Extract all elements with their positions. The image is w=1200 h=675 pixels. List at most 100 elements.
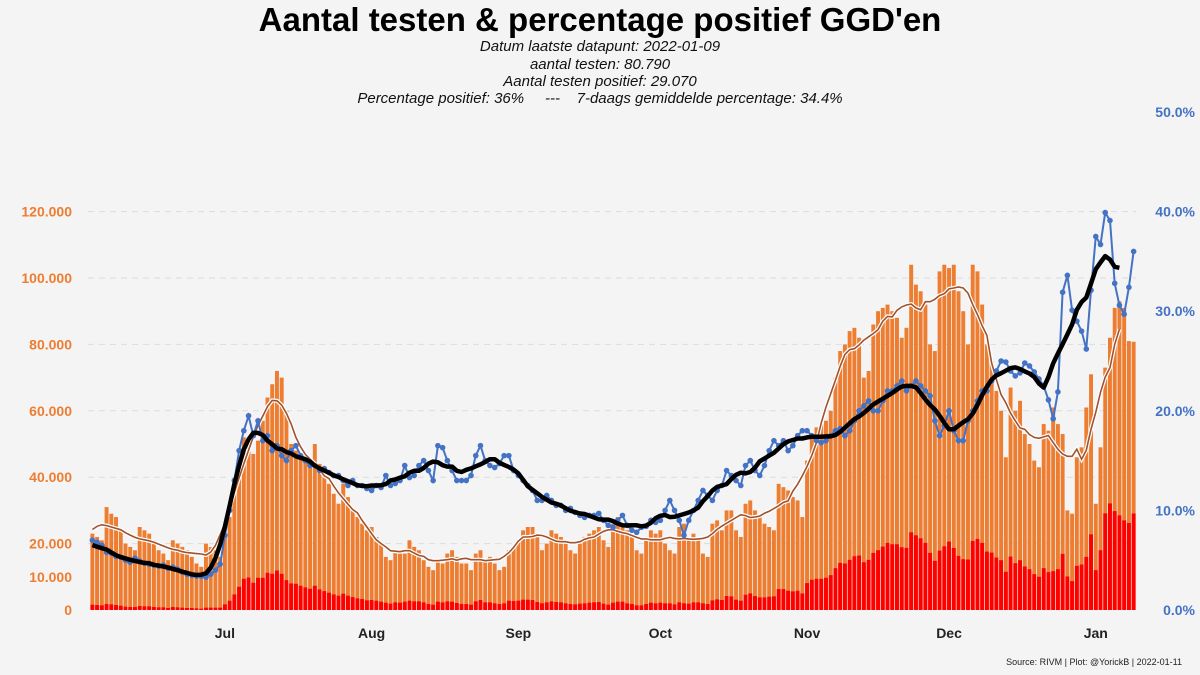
bar-positive: [322, 591, 327, 610]
bar-positive: [530, 600, 535, 610]
pct-positive-point: [771, 437, 777, 444]
bar-tests: [393, 550, 398, 610]
bar-tests: [573, 553, 578, 610]
bar-positive: [842, 563, 847, 610]
left-axis-tick-label: 20.000: [29, 536, 72, 552]
bar-tests: [398, 553, 402, 610]
bar-positive: [1112, 511, 1117, 610]
bar-positive: [317, 589, 322, 610]
bar-positive: [700, 603, 705, 610]
bar-tests: [360, 523, 365, 610]
pct-positive-point: [790, 442, 796, 449]
pct-positive-point: [506, 452, 512, 459]
bar-positive: [677, 602, 682, 610]
bar-positive: [961, 559, 966, 610]
bar-positive: [947, 541, 952, 610]
bar-tests: [544, 543, 549, 610]
lines: [89, 209, 1137, 580]
bar-positive: [469, 604, 473, 610]
pct-positive-point: [898, 378, 905, 384]
bar-positive: [918, 538, 923, 610]
bar-positive: [1018, 560, 1023, 610]
bar-positive: [767, 596, 772, 610]
bar-tests: [748, 500, 753, 610]
bar-positive: [658, 602, 663, 610]
bar-positive: [95, 605, 100, 610]
x-axis-tick-label-sep: Sep: [505, 625, 531, 641]
bar-positive: [151, 607, 156, 610]
bar-tests: [563, 543, 568, 610]
pct-positive-point: [737, 482, 744, 489]
bar-tests: [951, 264, 956, 610]
bar-positive: [748, 593, 753, 610]
bar-positive: [615, 601, 620, 610]
bar-positive: [833, 568, 838, 610]
bar-tests: [317, 463, 322, 610]
bar-positive: [535, 602, 540, 610]
bar-tests: [175, 543, 180, 610]
pct-positive-point: [685, 517, 692, 524]
bar-tests: [672, 553, 677, 610]
pct-positive-point: [1050, 415, 1056, 422]
pct-positive-point: [94, 539, 100, 546]
bar-tests: [833, 377, 838, 610]
pct-positive-point: [629, 527, 635, 534]
bar-positive: [729, 596, 734, 610]
pct-positive-point: [430, 477, 436, 484]
bar-tests: [1098, 447, 1103, 610]
bar-positive: [838, 562, 843, 610]
bar-tests: [549, 530, 554, 610]
pct-positive-point: [1003, 359, 1009, 365]
pct-positive-point: [605, 522, 612, 529]
bar-tests: [483, 560, 488, 610]
bar-tests: [838, 351, 843, 610]
pct-positive-point: [927, 393, 933, 399]
bar-tests: [270, 384, 275, 610]
bar-positive: [293, 583, 298, 610]
bar-positive: [563, 603, 568, 610]
pct-positive-point: [884, 388, 891, 394]
pct-positive-point: [922, 388, 929, 394]
bar-positive: [975, 538, 980, 610]
bar-positive: [227, 600, 232, 610]
pct-positive-point: [1111, 280, 1118, 287]
bar-tests: [928, 344, 933, 610]
bar-positive: [587, 602, 592, 610]
bar-positive: [771, 596, 776, 610]
right-axis-tick-label: 0.0%: [1163, 602, 1195, 618]
bar-positive: [549, 601, 554, 610]
bar-positive: [1126, 523, 1131, 610]
bar-tests: [691, 533, 696, 610]
bar-tests: [128, 546, 133, 610]
bar-positive: [170, 607, 175, 610]
bar-positive: [284, 580, 289, 610]
bar-positive: [142, 606, 147, 610]
bar-tests: [980, 304, 985, 610]
bar-positive: [355, 598, 360, 610]
bar-tests: [530, 527, 535, 610]
bar-positive: [1122, 520, 1127, 610]
bar-positive: [989, 552, 994, 610]
bar-tests: [99, 540, 104, 610]
bar-tests: [904, 327, 909, 610]
bar-tests: [1051, 407, 1056, 610]
bar-positive: [374, 600, 379, 610]
bar-positive: [1041, 568, 1046, 610]
bar-positive: [743, 594, 748, 610]
pct-positive-point: [823, 437, 829, 444]
bar-positive: [819, 578, 824, 610]
bar-tests: [535, 536, 540, 610]
bar-tests: [554, 533, 559, 610]
bar-tests: [506, 550, 511, 610]
bar-tests: [719, 530, 724, 610]
bar-positive: [880, 546, 885, 610]
bar-tests: [1126, 341, 1131, 610]
bar-tests: [151, 540, 156, 610]
bar-positive: [341, 593, 346, 610]
bar-positive: [696, 602, 701, 610]
pct-positive-point: [681, 532, 687, 539]
bar-tests: [440, 563, 445, 610]
bar-tests: [147, 533, 152, 610]
bar-positive: [644, 604, 649, 610]
